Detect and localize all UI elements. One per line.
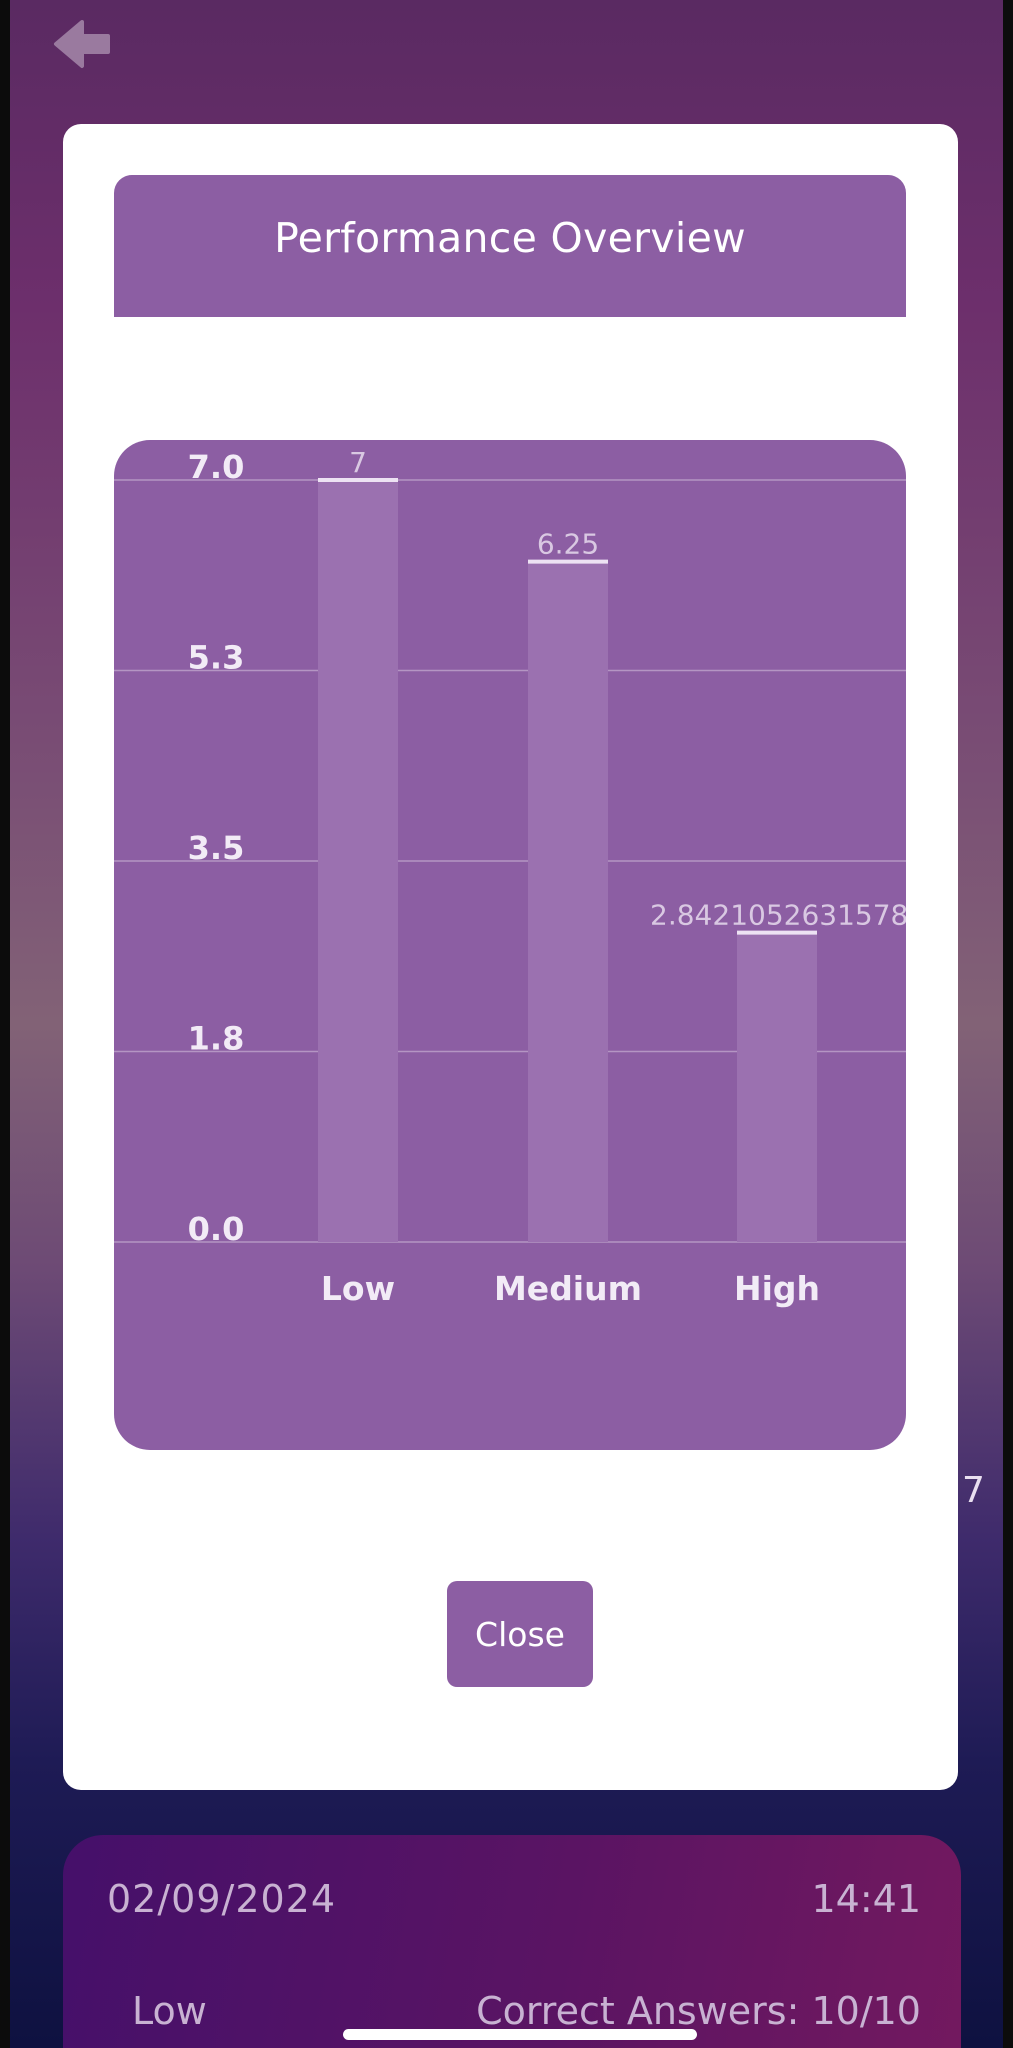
- home-indicator: [343, 2029, 697, 2040]
- data-label: 2.842105263157894: [650, 899, 906, 932]
- data-label: 7: [349, 446, 367, 479]
- back-button[interactable]: [46, 14, 116, 74]
- y-tick-label: 7.0: [188, 448, 245, 486]
- bar-high: [737, 932, 817, 1242]
- y-tick-label: 1.8: [188, 1020, 245, 1058]
- chart-card: 7.0 5.3 3.5 1.8 0.0 7 Low 6.25 Medium 2.842105263…: [114, 440, 906, 1450]
- x-category-label: Low: [321, 1269, 395, 1308]
- y-tick-label: 3.5: [188, 829, 245, 867]
- bar-low: [318, 480, 398, 1242]
- result-correct-answers: Correct Answers: 10/10: [476, 1989, 921, 2033]
- app-screen: 7 Performance Overview 7.0 5.3 3.5 1.8 0.0 7 L…: [10, 0, 1003, 2048]
- x-category-label: High: [734, 1269, 820, 1308]
- background-value: 7: [962, 1470, 985, 1511]
- arrow-left-icon: [54, 20, 110, 68]
- bar-medium: [528, 561, 608, 1242]
- modal-header: Performance Overview: [114, 175, 906, 317]
- performance-modal: Performance Overview 7.0 5.3 3.5 1.8 0.0 7 Low…: [63, 124, 958, 1790]
- y-tick-label: 5.3: [188, 639, 245, 677]
- result-date: 02/09/2024: [107, 1877, 337, 1921]
- performance-bar-chart: 7.0 5.3 3.5 1.8 0.0 7 Low 6.25 Medium 2.842105263…: [114, 446, 906, 1308]
- result-level: Low: [132, 1989, 207, 2033]
- result-card[interactable]: 02/09/2024 14:41 Low Correct Answers: 10…: [63, 1835, 961, 2048]
- y-tick-label: 0.0: [188, 1210, 245, 1248]
- close-button[interactable]: Close: [447, 1581, 593, 1687]
- result-time: 14:41: [811, 1877, 921, 1921]
- modal-title: Performance Overview: [274, 214, 746, 262]
- data-label: 6.25: [537, 528, 599, 561]
- x-category-label: Medium: [494, 1269, 642, 1308]
